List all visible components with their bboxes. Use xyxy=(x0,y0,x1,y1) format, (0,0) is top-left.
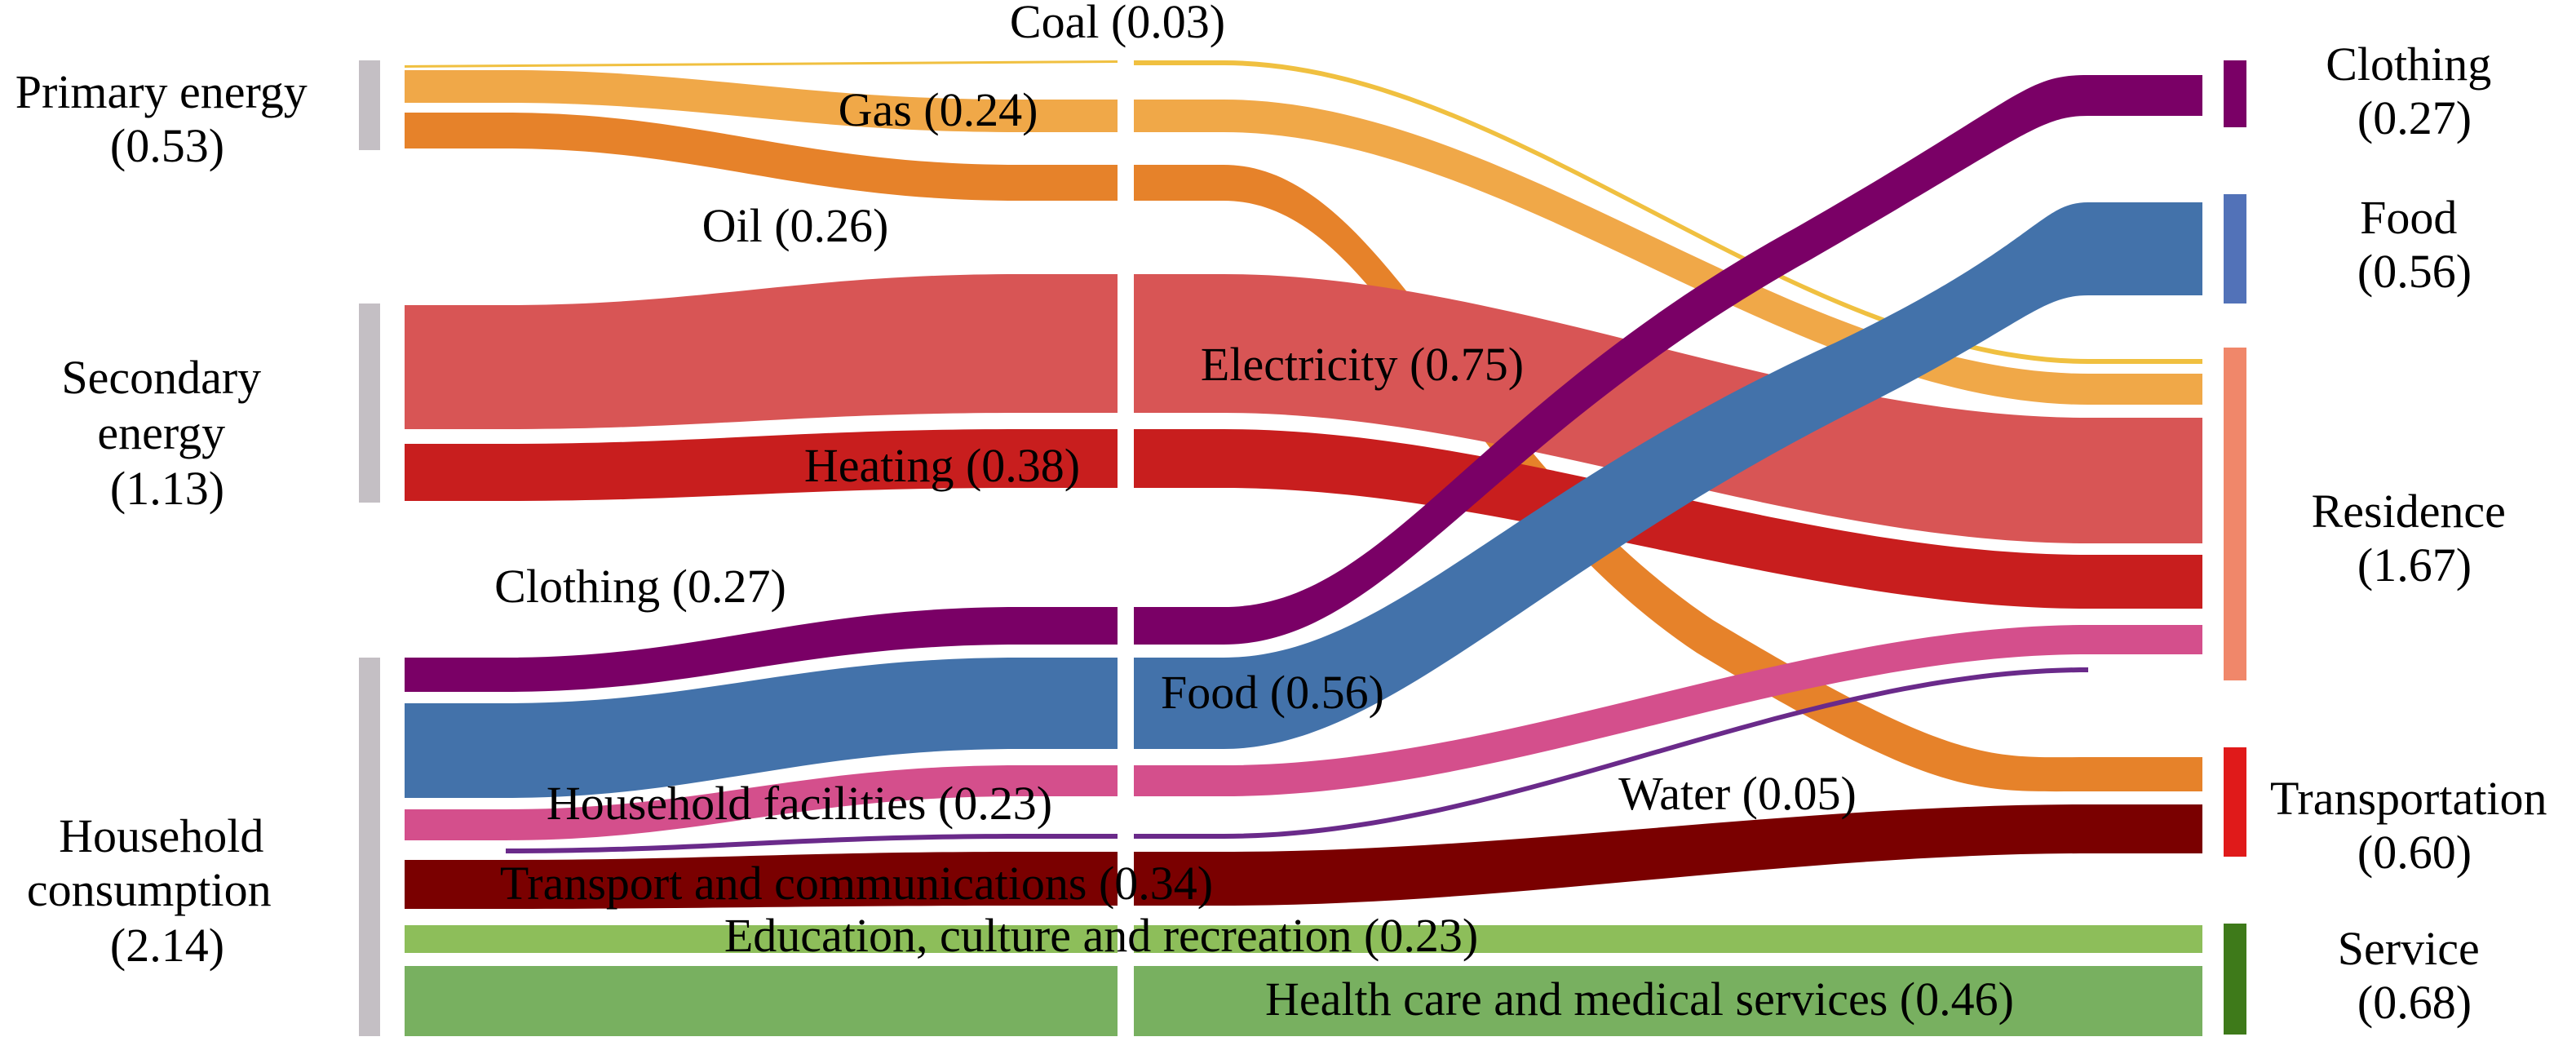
flow-education-right xyxy=(1134,925,2202,953)
flow-food-left xyxy=(405,658,1118,798)
node-label-household-consumption: Household consumption (2.14) xyxy=(27,809,283,972)
flow-label-food: Food (0.56) xyxy=(1161,666,1384,719)
node-bar-food xyxy=(2224,194,2246,304)
flow-household-facilities-left xyxy=(405,765,1118,840)
node-label-clothing: Clothing (0.27) xyxy=(2326,38,2503,144)
flow-label-coal: Coal (0.03) xyxy=(1010,0,1225,48)
flow-label-household-facilities: Household facilities (0.23) xyxy=(547,777,1052,830)
flow-heating-left xyxy=(405,429,1118,501)
flow-label-clothing: Clothing (0.27) xyxy=(494,560,786,613)
flows-left-segment xyxy=(405,60,1118,1036)
node-bar-primary-energy xyxy=(359,60,380,150)
flow-coal-left xyxy=(405,60,1118,68)
flow-label-oil: Oil (0.26) xyxy=(702,199,889,252)
node-bar-transportation xyxy=(2224,747,2246,857)
node-label-secondary-energy: Secondary energy (1.13) xyxy=(61,351,272,515)
node-label-food: Food (0.56) xyxy=(2357,191,2472,298)
flow-health-right xyxy=(1134,966,2202,1036)
flow-transport-communications-left xyxy=(405,852,1118,909)
flow-food-right xyxy=(1134,202,2202,749)
flow-label-heating: Heating (0.38) xyxy=(804,439,1080,492)
node-label-transportation: Transportation (0.60) xyxy=(2270,772,2559,879)
node-bar-secondary-energy xyxy=(359,304,380,503)
flow-gas-left xyxy=(405,70,1118,132)
flow-health-left xyxy=(405,966,1118,1036)
flow-water-left xyxy=(506,834,1118,853)
flow-label-transport-communications: Transport and communications (0.34) xyxy=(500,857,1213,910)
node-bar-residence xyxy=(2224,348,2246,680)
flows-right-segment xyxy=(1134,60,2202,1036)
node-bar-clothing xyxy=(2224,60,2246,127)
flow-electricity-right xyxy=(1134,274,2202,543)
flow-label-health: Health care and medical services (0.46) xyxy=(1265,973,2014,1026)
flow-household-facilities-right xyxy=(1134,625,2202,796)
flow-transport-communications-right xyxy=(1134,804,2202,906)
node-label-service: Service (0.68) xyxy=(2338,922,2491,1029)
flow-label-water: Water (0.05) xyxy=(1618,767,1857,820)
flow-electricity-left xyxy=(405,274,1118,429)
flow-oil-left xyxy=(405,113,1118,201)
node-bar-service xyxy=(2224,924,2246,1035)
flow-heating-right xyxy=(1134,429,2202,609)
flow-label-education: Education, culture and recreation (0.23) xyxy=(724,909,1478,962)
node-bar-household-consumption xyxy=(359,658,380,1036)
node-label-residence: Residence (1.67) xyxy=(2312,485,2518,592)
flow-gas-right xyxy=(1134,100,2202,405)
node-label-primary-energy: Primary energy (0.53) xyxy=(15,65,320,172)
flow-education-left xyxy=(405,925,1118,953)
flow-label-gas: Gas (0.24) xyxy=(839,83,1038,136)
flow-label-electricity: Electricity (0.75) xyxy=(1201,338,1524,391)
flow-clothing-left xyxy=(405,607,1118,692)
